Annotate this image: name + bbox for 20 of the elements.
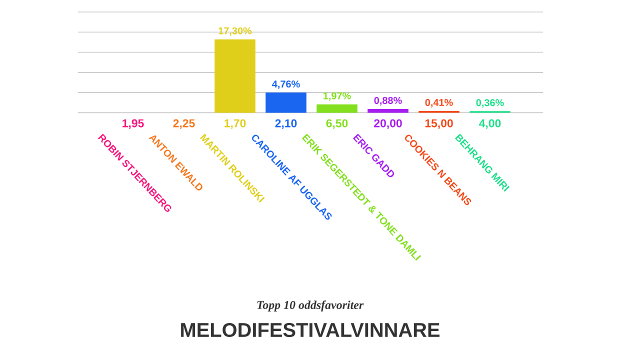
bar — [316, 104, 358, 113]
text: 4,00 — [479, 119, 501, 129]
data-label: 0,41% — [425, 98, 453, 108]
text: 2,10 — [275, 119, 297, 129]
bar — [368, 108, 408, 113]
data-label: 4,76% — [272, 80, 300, 89]
text: 20,00 — [374, 119, 402, 129]
text: 1,95 — [122, 119, 144, 129]
text: 15,00 — [425, 119, 453, 129]
data-label: 0,88% — [374, 96, 402, 106]
bar — [266, 92, 306, 113]
text: MELODIFESTIVALVINNARE — [181, 322, 440, 338]
text: 1,70 — [224, 119, 246, 129]
data-label: 1,97% — [324, 92, 351, 101]
text: 6,50 — [326, 119, 348, 129]
text: Topp 10 oddsfavoriter — [257, 300, 364, 312]
text: 2,25 — [173, 119, 195, 129]
data-label: 0,36% — [476, 99, 504, 108]
data-label: 17,30% — [218, 27, 252, 36]
bar — [214, 39, 256, 113]
